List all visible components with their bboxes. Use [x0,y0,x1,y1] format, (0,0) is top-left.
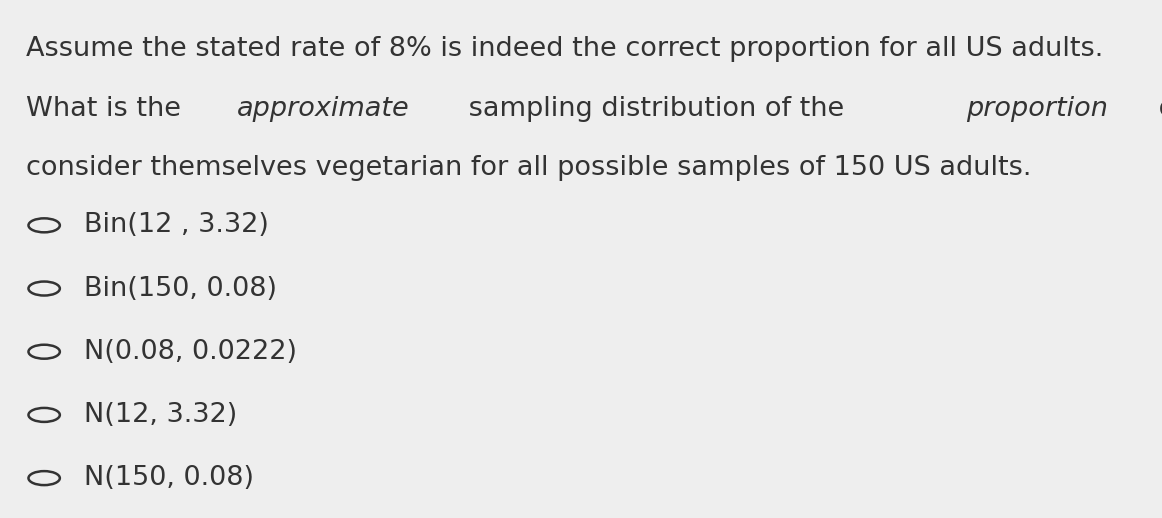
Text: proportion: proportion [967,96,1109,122]
Text: of US adults who: of US adults who [1149,96,1162,122]
Text: Bin(150, 0.08): Bin(150, 0.08) [84,276,277,301]
Text: Bin(12 , 3.32): Bin(12 , 3.32) [84,212,268,238]
Text: N(0.08, 0.0222): N(0.08, 0.0222) [84,339,296,365]
Text: N(150, 0.08): N(150, 0.08) [84,465,253,491]
Text: approximate: approximate [237,96,409,122]
Text: Assume the stated rate of 8% is indeed the correct proportion for all US adults.: Assume the stated rate of 8% is indeed t… [26,36,1103,62]
Text: sampling distribution of the: sampling distribution of the [460,96,853,122]
Text: What is the: What is the [26,96,189,122]
Text: consider themselves vegetarian for all possible samples of 150 US adults.: consider themselves vegetarian for all p… [26,155,1031,181]
Text: N(12, 3.32): N(12, 3.32) [84,402,237,428]
